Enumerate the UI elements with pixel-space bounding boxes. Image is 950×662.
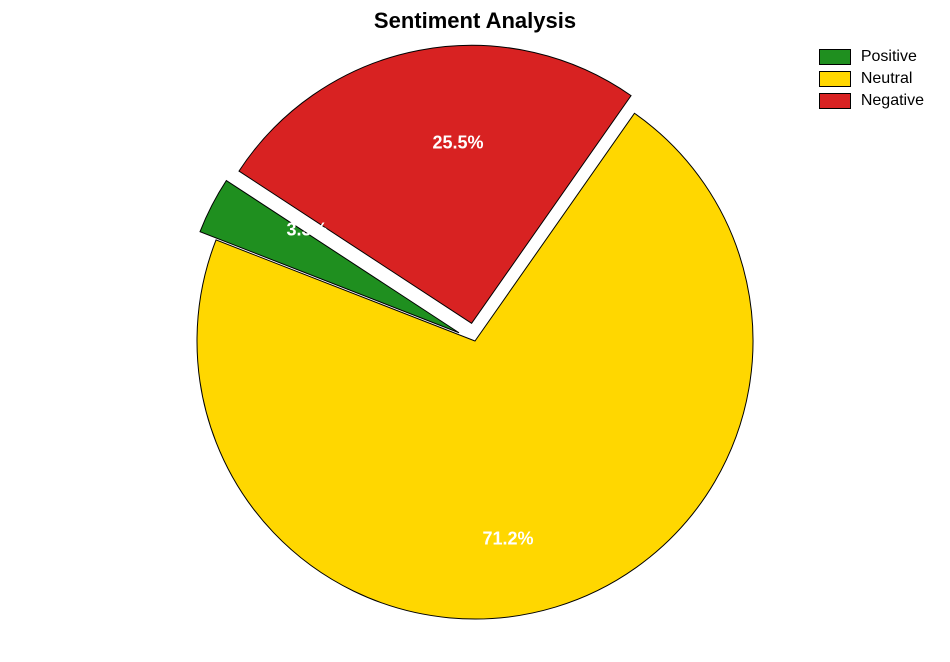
legend-label-neutral: Neutral	[861, 70, 913, 88]
legend-swatch-neutral	[819, 71, 851, 87]
slice-label-positive: 3.3%	[286, 220, 327, 241]
pie-chart	[0, 0, 950, 662]
slice-label-neutral: 71.2%	[482, 529, 533, 550]
legend-swatch-negative	[819, 93, 851, 109]
legend-swatch-positive	[819, 49, 851, 65]
slice-label-negative: 25.5%	[432, 133, 483, 154]
legend: Positive Neutral Negative	[819, 48, 924, 114]
legend-item-neutral: Neutral	[819, 70, 924, 88]
legend-item-negative: Negative	[819, 92, 924, 110]
legend-label-negative: Negative	[861, 92, 924, 110]
legend-item-positive: Positive	[819, 48, 924, 66]
legend-label-positive: Positive	[861, 48, 917, 66]
